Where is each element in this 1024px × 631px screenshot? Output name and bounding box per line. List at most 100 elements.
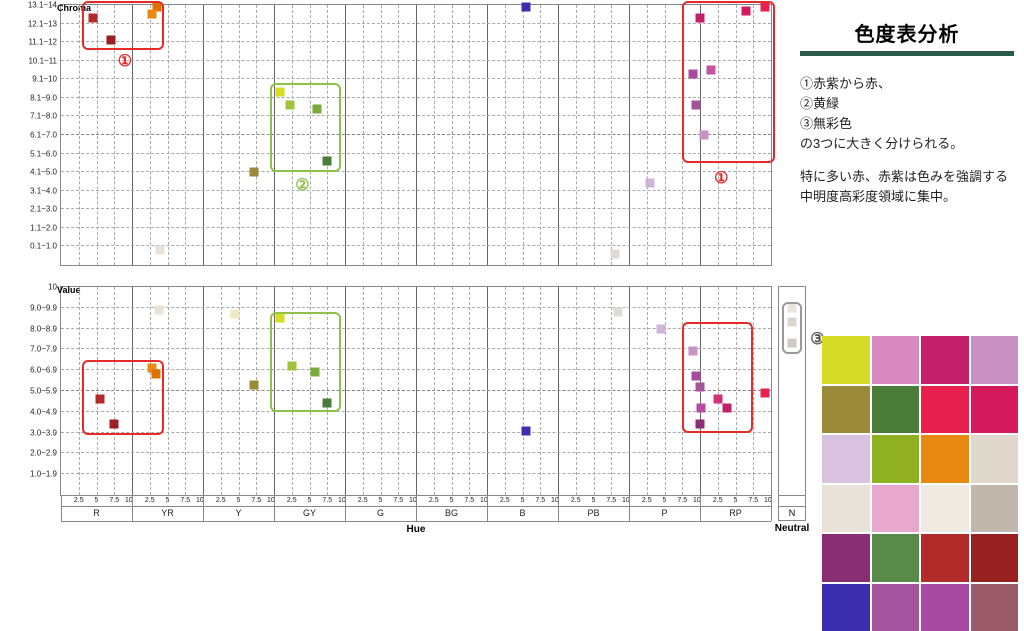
charts-area: Chroma 0.1~1.0 1.1~2.0 2.1~3.0 3.1~4.0 4.1~5… [14,4,774,496]
palette-swatch [971,336,1019,384]
neutral-panel: N Neutral ③ [778,286,806,496]
ytick-label: 3.1~4.0 [30,186,61,195]
ytick-label: 12.1~13 [28,19,61,28]
data-point [699,131,708,140]
hue-subtick: 7.5 [180,495,190,504]
hue-subtick: 7.5 [109,495,119,504]
palette-swatch [822,435,870,483]
data-point [610,249,619,258]
data-point [156,246,165,255]
region-label: ② [295,175,309,195]
palette-swatch [921,485,969,533]
palette-swatch [872,386,920,434]
data-point [522,2,531,11]
palette-swatch [872,336,920,384]
legend-line-3: ③無彩色 [800,116,852,131]
data-point [88,14,97,23]
palette-swatch [921,386,969,434]
data-point [250,380,259,389]
palette-swatch [822,584,870,631]
palette-swatch [971,485,1019,533]
hue-subtick: 2.5 [216,495,226,504]
ytick-label: 2.0~2.9 [30,449,61,458]
data-point [761,2,770,11]
data-point [761,389,770,398]
ytick-label: 10.1~11 [28,56,61,65]
ytick-label: 3.0~3.9 [30,428,61,437]
ytick-label: 6.0~6.9 [30,366,61,375]
hue-subtick: 2.5 [429,495,439,504]
data-point [275,88,284,97]
ytick-label: 4.1~5.0 [30,168,61,177]
legend-line-1: ①赤紫から赤、 [800,76,891,91]
palette-swatch [872,534,920,582]
region-label: ① [714,168,728,188]
palette-swatch [872,435,920,483]
hue-subtick: 7.5 [393,495,403,504]
hue-subtick: 2.5 [287,495,297,504]
palette-swatch [971,534,1019,582]
page-title: 色度表分析 [800,18,1014,47]
analysis-column: 色度表分析 ①赤紫から赤、 ②黄緑 ③無彩色 の3つに大きく分けられる。 特に多… [800,18,1014,219]
legend-line-4: の3つに大きく分けられる。 [800,136,963,151]
data-point [286,101,295,110]
data-point [696,382,705,391]
data-point [96,395,105,404]
data-point [323,157,332,166]
ytick-label: 2.1~3.0 [30,205,61,214]
data-point [722,403,731,412]
data-point [706,66,715,75]
hue-subtick: 2.5 [713,495,723,504]
hue-subtick: 2.5 [74,495,84,504]
data-point [692,101,701,110]
value-hue-chart: Value Hue 1.0~1.92.0~2.93.0~3.94.0~4.95.… [60,286,772,496]
palette-swatch [921,435,969,483]
palette-swatch [971,584,1019,631]
ytick-label: 5.1~6.0 [30,149,61,158]
data-point [275,314,284,323]
legend-line-2: ②黄緑 [800,96,839,111]
color-palette [822,336,1018,631]
data-point [688,69,697,78]
neutral-point [788,303,797,312]
hue-subtick: 7.5 [677,495,687,504]
data-point [522,426,531,435]
ytick-label: 11.1~12 [28,38,61,47]
data-point [697,403,706,412]
data-point [311,368,320,377]
region-box [682,1,774,163]
chroma-hue-chart: Chroma 0.1~1.01.1~2.02.1~3.03.1~4.04.1~5… [60,4,772,266]
hue-subtick: 7.5 [606,495,616,504]
hue-subtick: 7.5 [251,495,261,504]
data-point [696,14,705,23]
data-point [696,420,705,429]
chroma-axis-label: Chroma [57,3,91,13]
ytick-label: 9.1~10 [32,75,61,84]
data-point [692,372,701,381]
data-point [656,324,665,333]
data-point [250,168,259,177]
ytick-label: 1.1~2.0 [30,223,61,232]
hue-subtick: 2.5 [642,495,652,504]
data-point [688,347,697,356]
palette-swatch [872,485,920,533]
ytick-label: 8.1~9.0 [30,93,61,102]
palette-swatch [971,386,1019,434]
ytick-label: 1.0~1.9 [30,470,61,479]
palette-swatch [872,584,920,631]
data-point [152,370,161,379]
data-point [713,395,722,404]
palette-swatch [921,584,969,631]
ytick-label: 6.1~7.0 [30,131,61,140]
analysis-paragraph: 特に多い赤、赤紫は色みを強調する中明度高彩度領域に集中。 [800,167,1014,207]
data-point [154,305,163,314]
hue-subtick: 7.5 [535,495,545,504]
ytick-label: 13.1~14 [28,1,61,10]
title-underline [800,51,1014,56]
region-label: ① [118,51,132,71]
ytick-label: 0.1~1.0 [30,242,61,251]
data-point [110,420,119,429]
data-point [106,36,115,45]
data-point [742,6,751,15]
hue-subtick: 2.5 [571,495,581,504]
